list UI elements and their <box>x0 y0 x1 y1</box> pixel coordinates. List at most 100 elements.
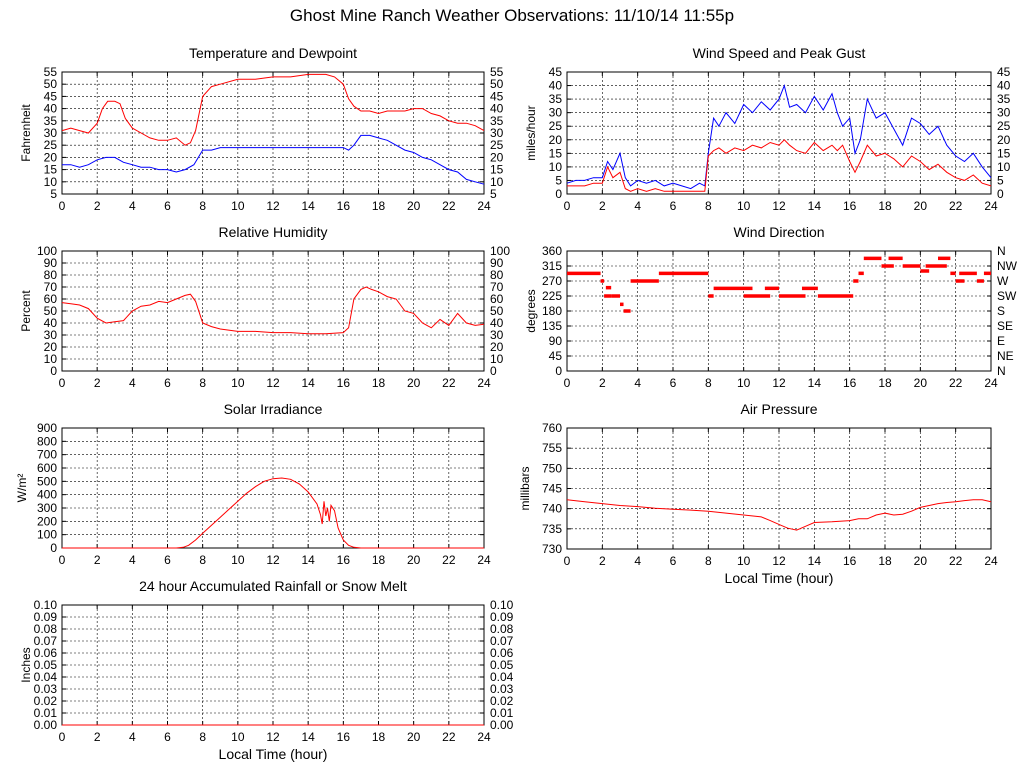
x-tick-label: 22 <box>442 199 456 213</box>
y-tick-label: 750 <box>542 461 562 475</box>
chart-rain: 24 hour Accumulated Rainfall or Snow Mel… <box>19 578 514 762</box>
y-tick-label: 900 <box>37 421 57 435</box>
x-tick-label: 4 <box>634 554 641 568</box>
y-tick-label: 0.00 <box>34 718 58 732</box>
x-tick-label: 0 <box>59 376 66 390</box>
x-tick-label: 12 <box>266 730 280 744</box>
series-line-humidity-0 <box>61 286 485 335</box>
x-tick-label: 20 <box>407 730 421 744</box>
y-tick-label: 10 <box>549 160 563 174</box>
x-tick-label: 14 <box>808 376 822 390</box>
y-tick-label: 50 <box>44 77 58 91</box>
y-tick-label: 735 <box>542 522 562 536</box>
right-tick-label: 0 <box>997 187 1004 201</box>
y-tick-label: 745 <box>542 482 562 496</box>
x-tick-label: 6 <box>164 199 171 213</box>
x-tick-label: 8 <box>199 376 206 390</box>
x-tick-label: 14 <box>301 376 315 390</box>
right-tick-label: N <box>997 364 1006 378</box>
y-tick-label: 40 <box>549 79 563 93</box>
series-line-temperature-1 <box>62 134 485 185</box>
y-tick-label: 100 <box>37 528 57 542</box>
y-axis-label: W/m² <box>15 474 29 503</box>
right-tick-label: 20 <box>490 340 504 354</box>
x-tick-label: 14 <box>301 199 315 213</box>
x-tick-label: 22 <box>949 554 963 568</box>
right-tick-label: N <box>997 244 1006 258</box>
right-tick-label: 35 <box>490 114 504 128</box>
right-tick-label: 0.08 <box>490 622 514 636</box>
right-tick-label: 0.07 <box>490 634 514 648</box>
right-tick-label: 45 <box>490 89 504 103</box>
right-tick-label: SW <box>997 289 1017 303</box>
x-tick-label: 20 <box>914 376 928 390</box>
y-tick-label: 180 <box>542 304 562 318</box>
x-tick-label: 10 <box>231 376 245 390</box>
right-tick-label: 35 <box>997 92 1011 106</box>
right-tick-label: 5 <box>997 173 1004 187</box>
y-tick-label: 40 <box>44 102 58 116</box>
y-tick-label: 50 <box>44 304 58 318</box>
right-tick-label: 25 <box>997 119 1011 133</box>
y-tick-label: 45 <box>549 65 563 79</box>
x-tick-label: 24 <box>477 730 491 744</box>
x-tick-label: 8 <box>199 199 206 213</box>
x-tick-label: 14 <box>301 553 315 567</box>
x-tick-label: 2 <box>599 554 606 568</box>
series-line-wind-1 <box>567 139 992 192</box>
chart-title: 24 hour Accumulated Rainfall or Snow Mel… <box>139 578 407 594</box>
y-tick-label: 500 <box>37 474 57 488</box>
x-tick-label: 4 <box>129 199 136 213</box>
y-tick-label: 20 <box>549 133 563 147</box>
x-tick-label: 6 <box>670 554 677 568</box>
x-tick-label: 0 <box>564 376 571 390</box>
y-tick-label: 30 <box>549 106 563 120</box>
x-tick-label: 12 <box>772 199 786 213</box>
right-tick-label: E <box>997 334 1005 348</box>
x-tick-label: 24 <box>984 554 998 568</box>
x-tick-label: 0 <box>59 553 66 567</box>
y-tick-label: 0.04 <box>34 670 58 684</box>
right-tick-label: 20 <box>490 150 504 164</box>
y-axis-label: millibars <box>518 466 532 510</box>
right-tick-label: S <box>997 304 1005 318</box>
x-tick-label: 10 <box>737 376 751 390</box>
x-tick-label: 22 <box>442 376 456 390</box>
y-tick-label: 800 <box>37 434 57 448</box>
right-tick-label: 0.10 <box>490 598 514 612</box>
right-tick-label: 0.05 <box>490 658 514 672</box>
x-tick-label: 18 <box>878 376 892 390</box>
x-tick-label: 14 <box>808 554 822 568</box>
right-tick-label: 50 <box>490 304 504 318</box>
y-tick-label: 35 <box>44 114 58 128</box>
x-tick-label: 24 <box>477 553 491 567</box>
x-tick-label: 18 <box>372 199 386 213</box>
x-tick-label: 6 <box>164 553 171 567</box>
y-tick-label: 225 <box>542 289 562 303</box>
y-tick-label: 315 <box>542 259 562 273</box>
x-tick-label: 12 <box>266 553 280 567</box>
y-tick-label: 600 <box>37 461 57 475</box>
series-line-pressure-0 <box>566 499 992 531</box>
right-tick-label: 30 <box>490 126 504 140</box>
y-tick-label: 45 <box>549 349 563 363</box>
y-tick-label: 20 <box>44 340 58 354</box>
right-tick-label: 90 <box>490 256 504 270</box>
series-line-wind-0 <box>566 83 992 190</box>
x-tick-label: 8 <box>199 730 206 744</box>
x-tick-label: 6 <box>164 376 171 390</box>
x-tick-label: 14 <box>301 730 315 744</box>
x-tick-label: 10 <box>231 199 245 213</box>
x-tick-label: 18 <box>878 554 892 568</box>
right-tick-label: 40 <box>490 316 504 330</box>
x-tick-label: 0 <box>59 730 66 744</box>
y-tick-label: 760 <box>542 421 562 435</box>
y-axis-label: miles/hour <box>524 105 538 160</box>
y-axis-label: degrees <box>524 289 538 332</box>
y-tick-label: 100 <box>37 244 57 258</box>
y-tick-label: 35 <box>549 92 563 106</box>
